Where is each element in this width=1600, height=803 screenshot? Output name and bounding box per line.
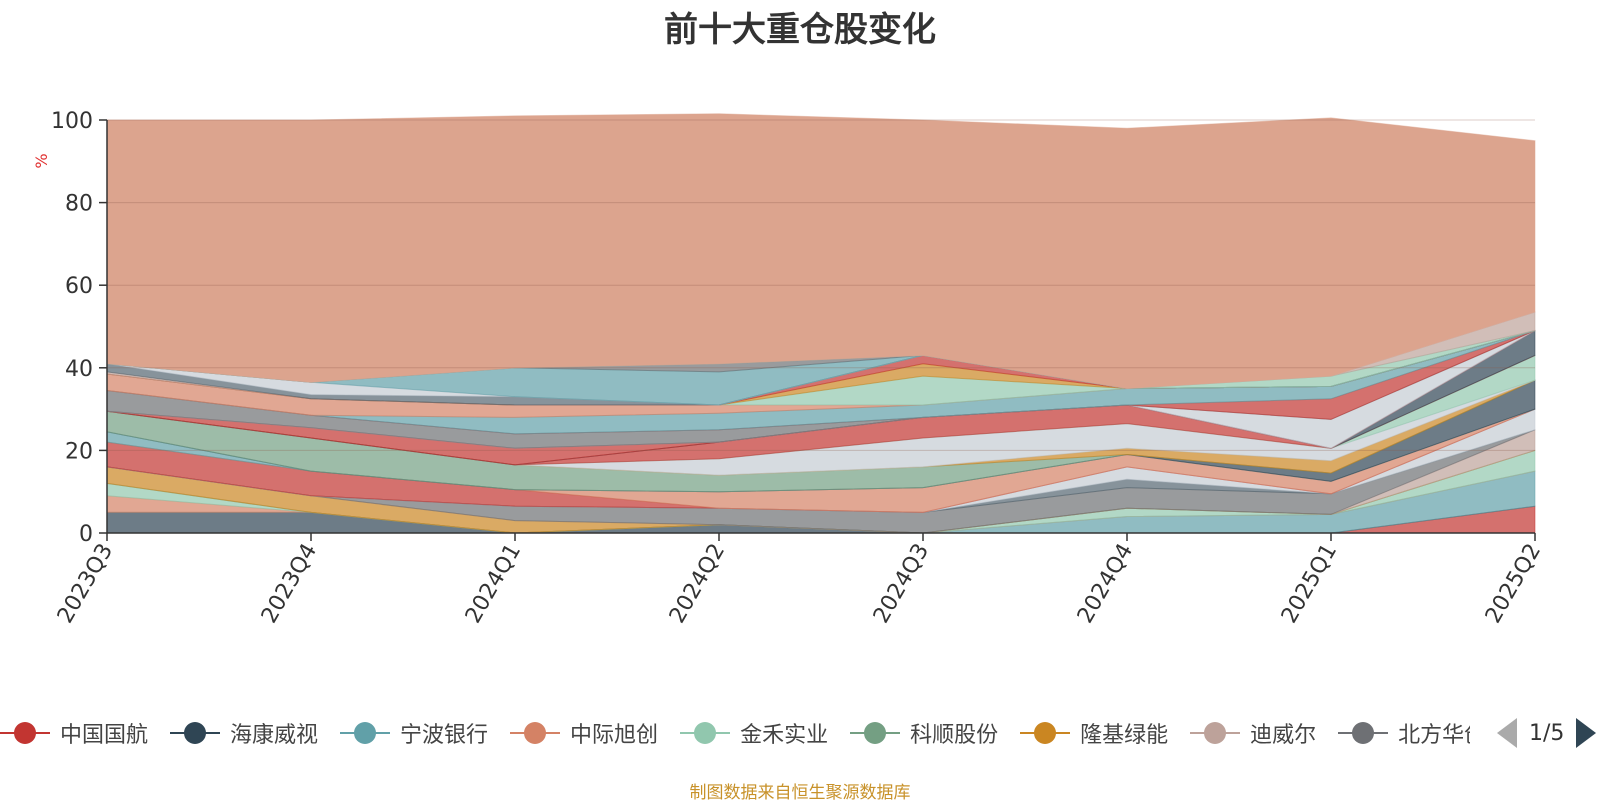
legend-label: 海康威视 — [230, 723, 319, 748]
legend-next-arrow-icon[interactable] — [1576, 718, 1597, 748]
x-tick-label: 2024Q4 — [1073, 540, 1138, 628]
x-tick-label: 2024Q3 — [869, 540, 934, 628]
legend-page-indicator: 1/5 — [1529, 720, 1565, 746]
x-tick-label: 2024Q2 — [665, 540, 730, 628]
legend-marker-icon — [0, 722, 50, 744]
legend-item[interactable]: 宁波银行 — [340, 717, 488, 749]
y-axis-unit-label: % — [32, 153, 51, 168]
legend-label: 宁波银行 — [400, 723, 489, 748]
x-tick-label: 2024Q1 — [461, 540, 526, 628]
legend-marker-icon — [1020, 722, 1071, 744]
legend-label: 北方华创 — [1398, 723, 1470, 748]
legend-label: 金禾实业 — [740, 723, 829, 748]
legend-label: 迪威尔 — [1250, 723, 1317, 748]
y-tick-label: 100 — [51, 109, 93, 134]
legend-item[interactable]: 海康威视 — [170, 717, 318, 749]
legend-marker-icon — [340, 722, 391, 744]
grid-lines — [107, 119, 1535, 451]
y-tick-label: 40 — [65, 357, 93, 382]
legend-item[interactable]: 金禾实业 — [680, 717, 828, 749]
chart-title: 前十大重仓股变化 — [664, 10, 936, 50]
legend-label: 中国国航 — [60, 723, 149, 748]
legend-marker-icon — [1190, 722, 1241, 744]
area-series-38 — [106, 113, 1536, 390]
legend-prev-arrow-icon[interactable] — [1497, 718, 1517, 748]
legend-item[interactable]: 隆基绿能 — [1020, 717, 1168, 749]
legend-marker-icon — [680, 722, 731, 744]
x-tick-label: 2023Q4 — [257, 540, 322, 628]
x-tick-label: 2023Q3 — [53, 540, 118, 628]
legend-label: 隆基绿能 — [1080, 723, 1169, 748]
legend-marker-icon — [850, 722, 901, 744]
legend-item[interactable]: 中际旭创 — [510, 717, 658, 749]
legend-marker-icon — [170, 722, 221, 744]
y-tick-label: 0 — [79, 522, 93, 547]
legend: 中国国航 海康威视 宁波银行 中际旭创 金禾实业 科顺股份 隆基绿能 迪威尔 北方华创 — [0, 713, 1470, 753]
x-tick-label: 2025Q1 — [1277, 540, 1342, 628]
x-tick-label: 2025Q2 — [1481, 540, 1546, 628]
legend-label: 科顺股份 — [910, 723, 999, 748]
stacked-areas — [106, 113, 1536, 534]
legend-item[interactable]: 科顺股份 — [850, 717, 998, 749]
y-tick-label: 60 — [65, 274, 93, 299]
legend-marker-icon — [510, 722, 561, 744]
legend-label: 中际旭创 — [570, 723, 659, 748]
data-source-note: 制图数据来自恒生聚源数据库 — [689, 783, 911, 803]
legend-item[interactable]: 北方华创 — [1338, 717, 1470, 749]
y-tick-label: 80 — [65, 192, 93, 217]
legend-item[interactable]: 迪威尔 — [1190, 717, 1316, 749]
legend-marker-icon — [1338, 722, 1389, 744]
y-tick-label: 20 — [65, 439, 93, 464]
legend-pager: 1/5 — [1497, 718, 1597, 748]
legend-item[interactable]: 中国国航 — [0, 717, 148, 749]
